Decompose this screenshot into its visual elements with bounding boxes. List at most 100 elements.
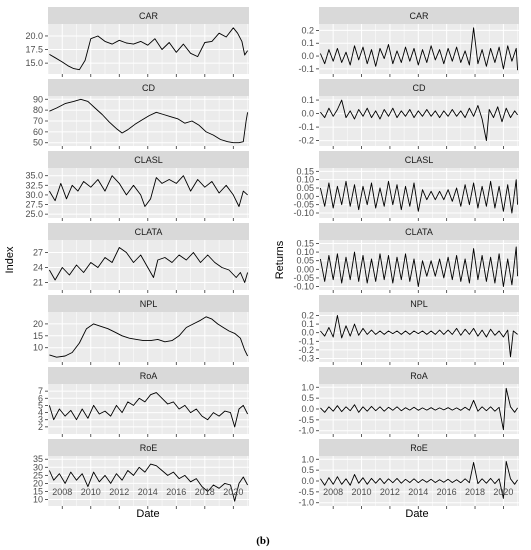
facet-strip	[319, 151, 519, 168]
y-tick-label: 0.05	[296, 256, 314, 266]
series-line-clata	[49, 247, 249, 283]
facet-label: CLASL	[134, 155, 163, 165]
y-tick-label: 0.00	[296, 191, 314, 201]
y-tick-label: 15	[33, 331, 43, 341]
figure-caption: (b)	[256, 535, 270, 547]
y-tick-label: -0.2	[298, 345, 314, 355]
plot-panel	[48, 384, 249, 434]
facet-npl: NPL -0.3-0.2-0.10.00.10.2	[298, 295, 519, 365]
facet-strip	[319, 79, 519, 96]
series-line-clasl	[49, 175, 248, 207]
y-axis-title-returns: Returns	[274, 240, 286, 279]
y-tick-label: 0.15	[296, 238, 314, 248]
y-tick-label: 35.0	[25, 171, 43, 181]
facet-strip	[319, 223, 519, 240]
facet-strip	[48, 439, 249, 456]
facet-label: CD	[142, 83, 155, 93]
series-line-car	[319, 27, 519, 71]
x-axis-title-right: Date	[405, 508, 428, 520]
x-tick-label: 2010	[352, 487, 372, 497]
plot-panel	[48, 168, 249, 218]
y-tick-label: -0.5	[298, 415, 314, 425]
y-tick-label: 24	[33, 263, 43, 273]
y-tick-label: 32.5	[25, 180, 43, 190]
y-tick-label: 27	[33, 248, 43, 258]
facet-strip	[319, 295, 519, 312]
x-tick-label: 2018	[465, 487, 485, 497]
x-tick-label: 2020	[493, 487, 513, 497]
facet-label: CLATA	[135, 227, 163, 237]
y-tick-label: 0.2	[301, 310, 314, 320]
facet-clata: CLATA -0.10-0.050.000.050.100.15	[293, 223, 519, 293]
y-tick-label: -0.05	[293, 273, 314, 283]
y-tick-label: 0.2	[301, 25, 314, 35]
y-tick-label: 20	[33, 319, 43, 329]
y-tick-label: 7	[38, 386, 43, 396]
series-line-clata	[319, 246, 519, 288]
y-axis-title-index: Index	[4, 246, 16, 273]
facet-strip	[48, 7, 249, 24]
y-tick-label: 0.5	[301, 465, 314, 475]
x-axis-title-left: Date	[136, 508, 159, 520]
x-tick-label: 2008	[323, 487, 343, 497]
y-tick-label: 1.0	[301, 382, 314, 392]
facet-car: CAR 15.0 17.5 20.0	[25, 7, 249, 77]
y-tick-label: 15.0	[25, 58, 43, 68]
y-tick-label: 20	[33, 478, 43, 488]
facet-strip	[48, 79, 249, 96]
y-tick-label: -0.3	[298, 354, 314, 364]
series-line-cd	[320, 99, 518, 142]
returns-facets: CAR-0.10.00.10.2CD-0.2-0.10.00.1CLASL-0.…	[293, 7, 519, 509]
y-tick-label: 0.0	[301, 328, 314, 338]
x-tick-label: 2008	[52, 487, 72, 497]
x-tick-label: 2016	[166, 487, 186, 497]
y-tick-label: 50	[33, 138, 43, 148]
y-tick-label: 0.10	[296, 247, 314, 257]
y-tick-label: 30	[33, 462, 43, 472]
facet-label: RoE	[140, 443, 158, 453]
x-tick-label: 2010	[81, 487, 101, 497]
y-tick-label: 0.5	[301, 393, 314, 403]
facet-strip	[48, 295, 249, 312]
y-tick-label: -0.1	[298, 64, 314, 74]
facet-label: RoA	[410, 371, 428, 381]
y-tick-label: 0.0	[301, 51, 314, 61]
y-tick-label: -0.1	[298, 122, 314, 132]
facet-label: NPL	[140, 299, 158, 309]
y-tick-label: -1.0	[298, 498, 314, 508]
facet-car: CAR -0.1 0.0 0.1 0.2	[298, 7, 519, 77]
facet-strip	[319, 7, 519, 24]
series-line-roa	[320, 387, 518, 431]
facet-label: CD	[413, 83, 426, 93]
y-tick-label: 5	[38, 400, 43, 410]
x-tick-label: 2018	[195, 487, 215, 497]
y-tick-label: 30.0	[25, 190, 43, 200]
series-line-npl	[320, 314, 518, 358]
facet-label: CLASL	[405, 155, 434, 165]
facet-cd: CD -0.2 -0.1 0.0 0.1	[298, 79, 519, 149]
series-line-roe	[320, 460, 518, 499]
y-tick-label: 15	[33, 486, 43, 496]
y-tick-label: 80	[33, 105, 43, 115]
y-tick-label: 90	[33, 94, 43, 104]
x-tick-label: 2012	[109, 487, 129, 497]
y-tick-label: 1.0	[301, 454, 314, 464]
y-tick-label: 4	[38, 408, 43, 418]
x-tick-label: 2014	[138, 487, 158, 497]
plot-panel	[319, 312, 519, 362]
y-tick-label: 35	[33, 454, 43, 464]
facet-strip	[319, 367, 519, 384]
series-line-roa	[48, 392, 249, 428]
facet-strip	[48, 367, 249, 384]
y-tick-label: 6	[38, 393, 43, 403]
facet-label: RoA	[140, 371, 158, 381]
facet-clata: CLATA 21 24 27	[33, 223, 249, 293]
y-tick-label: -0.10	[293, 208, 314, 218]
y-tick-label: 0.1	[301, 38, 314, 48]
x-tick-label: 2012	[380, 487, 400, 497]
facet-label: NPL	[410, 299, 428, 309]
